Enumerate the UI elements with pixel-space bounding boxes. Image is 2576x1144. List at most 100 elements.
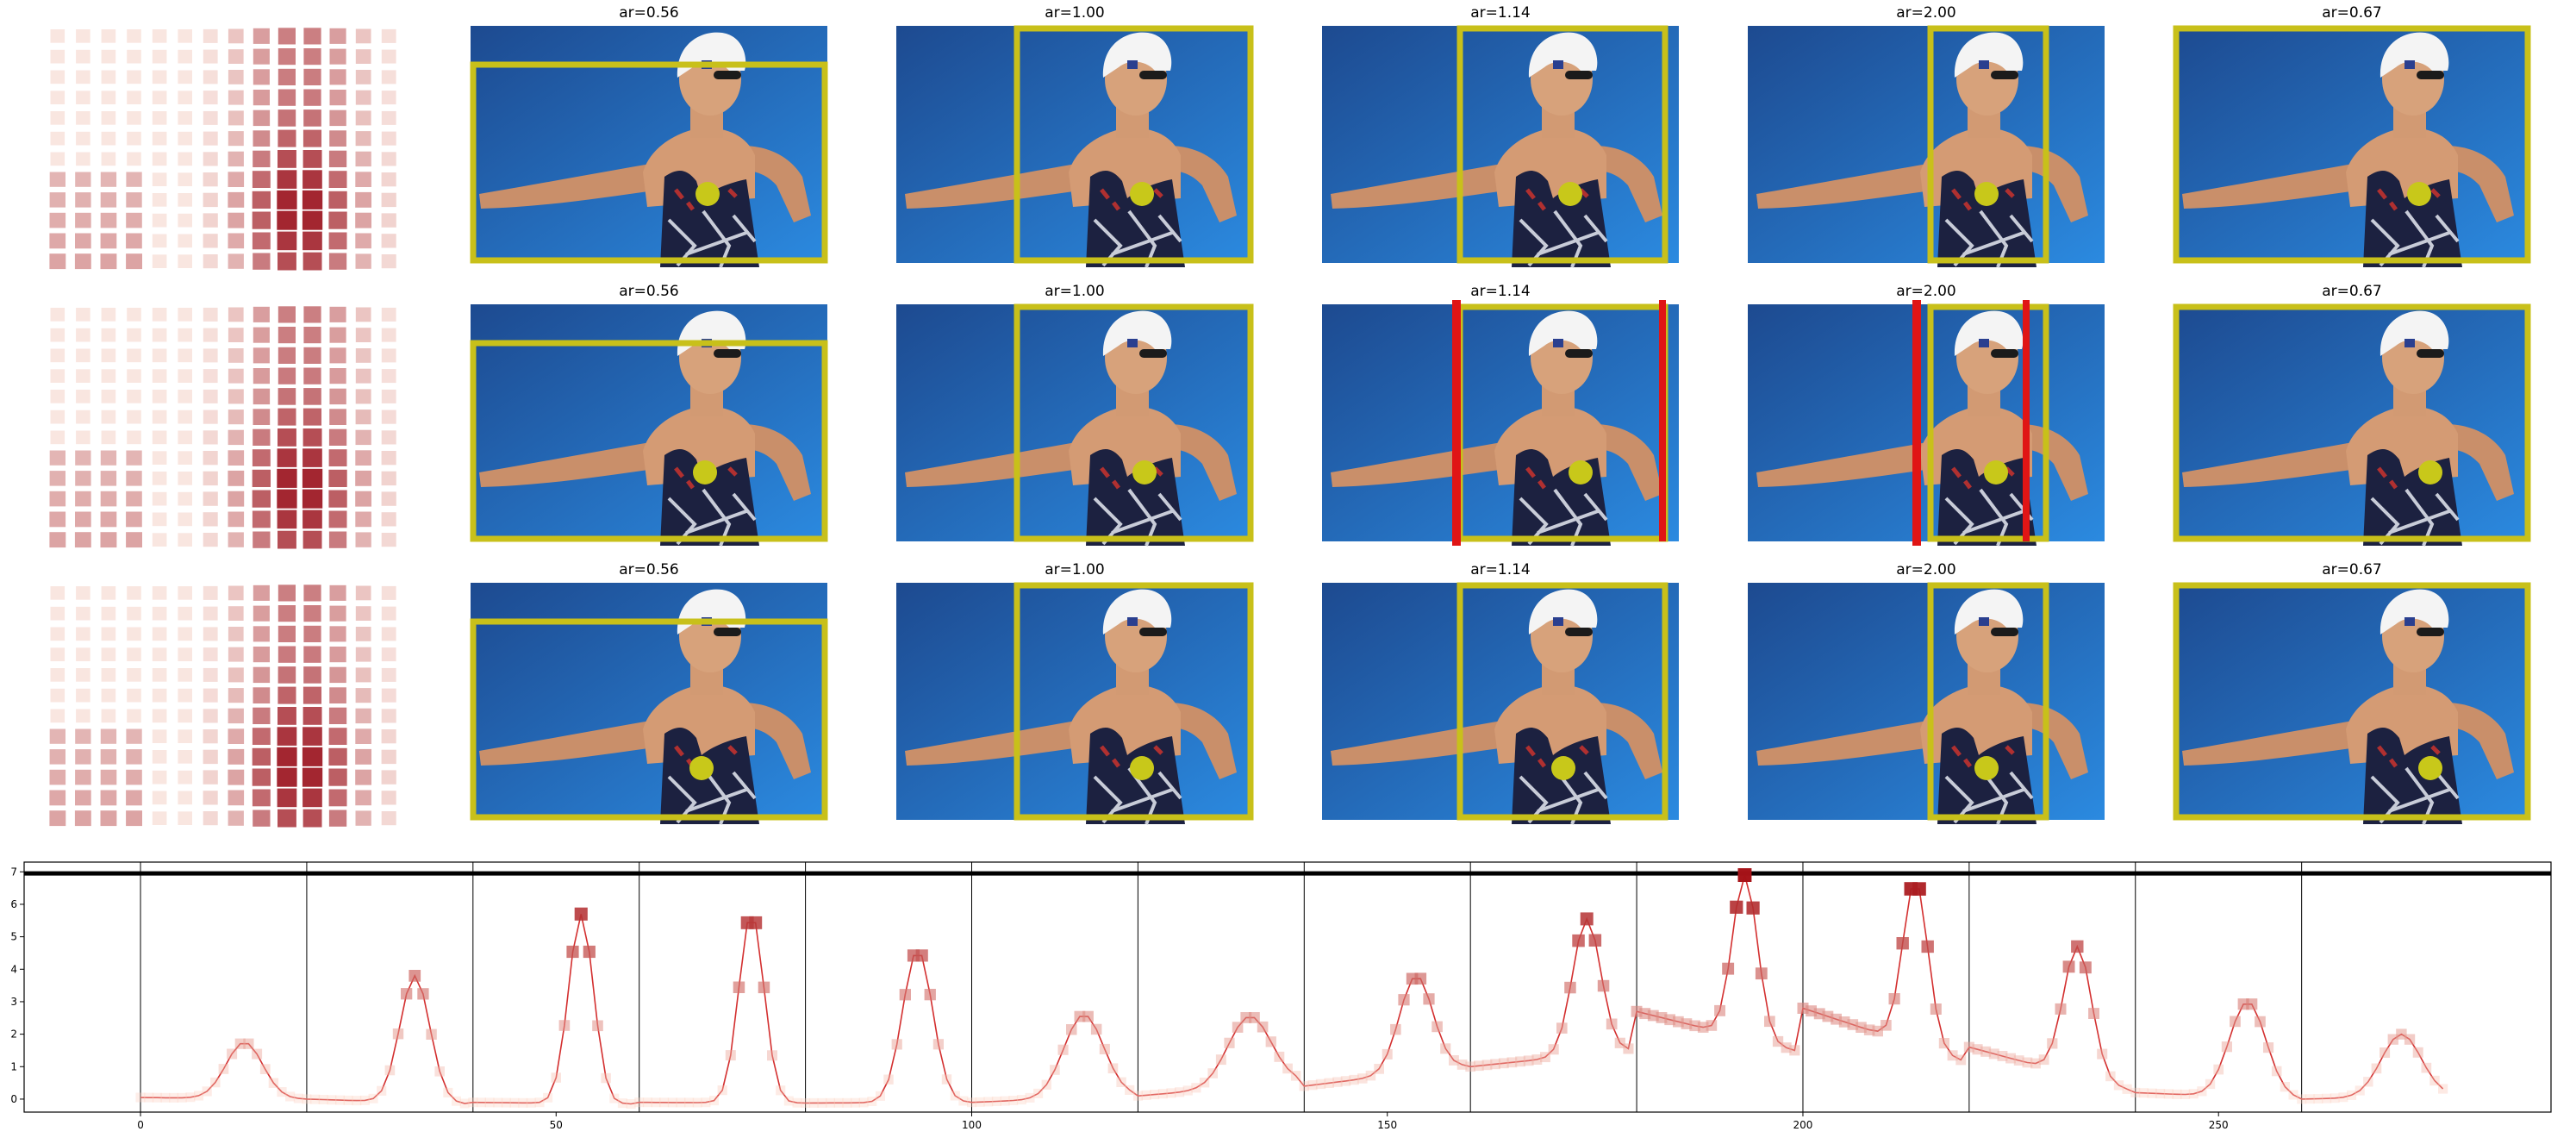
heatmap-cell (178, 111, 192, 125)
heatmap-cell (278, 347, 296, 364)
heatmap-cell (152, 512, 167, 527)
heatmap-cell (278, 646, 296, 663)
heatmap-cell (76, 586, 90, 600)
heatmap-cell (203, 749, 218, 765)
data-point (2062, 960, 2075, 973)
crop-box (1927, 303, 2049, 542)
heatmap-cell (381, 729, 396, 744)
heatmap-cell (253, 69, 270, 85)
data-point (1722, 962, 1735, 975)
heatmap-cell (329, 368, 346, 384)
data-point (1881, 1020, 1892, 1031)
heatmap-cell (152, 709, 167, 723)
heatmap-cell (228, 627, 244, 641)
data-point (1175, 1087, 1185, 1097)
heatmap-cell (381, 254, 396, 269)
heatmap-cell (329, 647, 346, 663)
heatmap-cell (355, 328, 371, 342)
panel-title: ar=0.67 (2322, 4, 2382, 22)
panel-title: ar=1.14 (1470, 561, 1531, 578)
heatmap-cell (178, 533, 192, 547)
heatmap-cell (381, 28, 396, 43)
heatmap-cell (252, 171, 271, 188)
heatmap-cell (126, 511, 142, 528)
data-point (1813, 1008, 1825, 1020)
heatmap-cell (203, 811, 218, 826)
heatmap-cell (101, 49, 116, 64)
data-point (2305, 1094, 2315, 1104)
data-point (558, 1020, 571, 1031)
heatmap-cell (76, 49, 90, 64)
heatmap-cell (303, 788, 322, 808)
heatmap-cell (127, 668, 141, 682)
data-point (1838, 1016, 1850, 1028)
heatmap-cell (381, 369, 396, 384)
heatmap-cell (355, 606, 371, 621)
heatmap-cell (101, 390, 116, 403)
heatmap-cell (328, 531, 347, 548)
heatmap-cell (303, 109, 321, 127)
data-point (2130, 1087, 2141, 1097)
swimmer-photo (896, 583, 1253, 820)
heatmap-cell (75, 511, 91, 528)
heatmap-cell (381, 192, 396, 208)
heatmap-cell (303, 170, 322, 189)
swimmer-photo (1748, 304, 2105, 541)
heatmap-cell (152, 111, 167, 125)
heatmap-cell (178, 791, 192, 805)
heatmap-cell (75, 212, 91, 228)
series-line (140, 874, 2444, 1105)
heatmap-cell (100, 491, 117, 507)
heatmap-cell (253, 585, 270, 601)
data-point (310, 1094, 321, 1104)
heatmap-cell (355, 769, 371, 785)
heatmap-cell (328, 768, 347, 786)
heatmap-cell (328, 810, 347, 827)
data-point (1000, 1096, 1010, 1106)
data-point (392, 1028, 404, 1040)
data-point (202, 1086, 212, 1097)
heatmap-cell (252, 728, 271, 745)
heatmap-cell (178, 348, 192, 363)
heatmap-cell (329, 69, 346, 85)
heatmap-cell (278, 68, 296, 85)
heatmap-cell (228, 49, 244, 64)
heatmap-cell (203, 348, 218, 363)
data-point (1737, 868, 1752, 882)
data-point (1564, 981, 1576, 994)
heatmap-cell (355, 708, 371, 724)
heatmap-cell (355, 450, 371, 466)
data-point (252, 1048, 263, 1060)
data-point (501, 1097, 511, 1108)
data-point (566, 945, 579, 959)
data-point (1664, 1014, 1675, 1026)
data-point (1274, 1051, 1285, 1062)
heatmap-cell (277, 190, 297, 209)
data-point (1257, 1021, 1269, 1033)
heatmap-cell (329, 109, 346, 127)
data-point (1556, 1022, 1568, 1034)
heatmap-cell (76, 606, 90, 621)
heatmap-cell (178, 770, 192, 785)
heatmap-cell (303, 666, 321, 684)
heatmap-cell (203, 585, 218, 600)
heatmap-cell (252, 510, 271, 528)
heatmap-cell (203, 172, 218, 187)
heatmap-cell (228, 307, 244, 322)
heatmap-cell (278, 367, 296, 384)
heatmap-cell (50, 369, 65, 383)
heatmap-cell (50, 606, 65, 621)
heatmap-cell (302, 468, 323, 488)
data-point (626, 1099, 636, 1109)
data-point (343, 1095, 353, 1105)
heatmap-cell (178, 70, 192, 84)
heatmap-cell (278, 28, 296, 45)
image-panel: ar=1.14 (1322, 283, 1679, 546)
heatmap-cell (253, 531, 271, 548)
heatmap-cell (253, 687, 271, 703)
heatmap-cell (252, 232, 271, 250)
image-panel: ar=1.00 (896, 4, 1254, 267)
heatmap-cell (126, 728, 142, 744)
crop-box (2173, 303, 2531, 542)
heatmap-cell (152, 430, 167, 445)
